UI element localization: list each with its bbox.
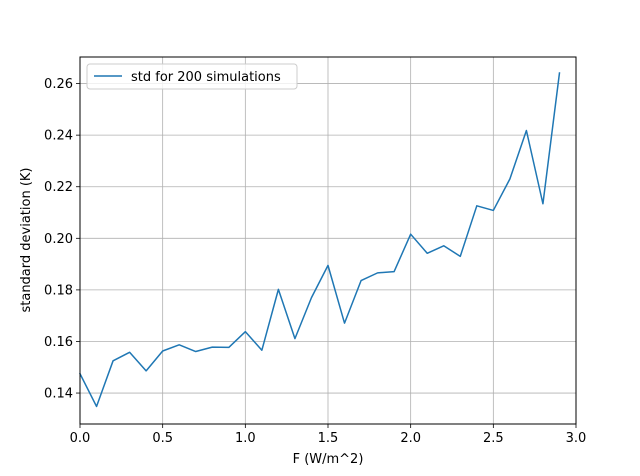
x-tick-label: 0.0: [70, 431, 91, 446]
x-tick-label: 3.0: [566, 431, 587, 446]
x-tick-label: 0.5: [152, 431, 173, 446]
x-tick-label: 2.5: [483, 431, 504, 446]
y-tick-label: 0.18: [44, 283, 73, 298]
x-axis-ticks: 0.0 0.5 1.0 1.5 2.0 2.5 3.0: [70, 424, 587, 446]
series-layer: [78, 72, 561, 408]
y-tick-label: 0.22: [44, 180, 73, 195]
y-axis-label: standard deviation (K): [19, 167, 34, 312]
x-tick-label: 1.5: [318, 431, 339, 446]
series-line: [78, 72, 561, 408]
x-tick-label: 2.0: [400, 431, 421, 446]
grid-lines: [79, 57, 577, 424]
legend-label: std for 200 simulations: [131, 70, 281, 85]
y-tick-label: 0.14: [44, 387, 73, 402]
y-axis-ticks: 0.14 0.16 0.18 0.20 0.22 0.24 0.26: [44, 77, 80, 402]
y-tick-label: 0.20: [44, 232, 73, 247]
y-tick-label: 0.26: [44, 77, 73, 92]
legend: std for 200 simulations: [86, 63, 298, 90]
x-axis-label: F (W/m^2): [293, 452, 364, 467]
x-tick-label: 1.0: [235, 431, 256, 446]
y-tick-label: 0.16: [44, 335, 73, 350]
y-tick-label: 0.24: [44, 129, 73, 144]
legend-box: [86, 63, 298, 90]
